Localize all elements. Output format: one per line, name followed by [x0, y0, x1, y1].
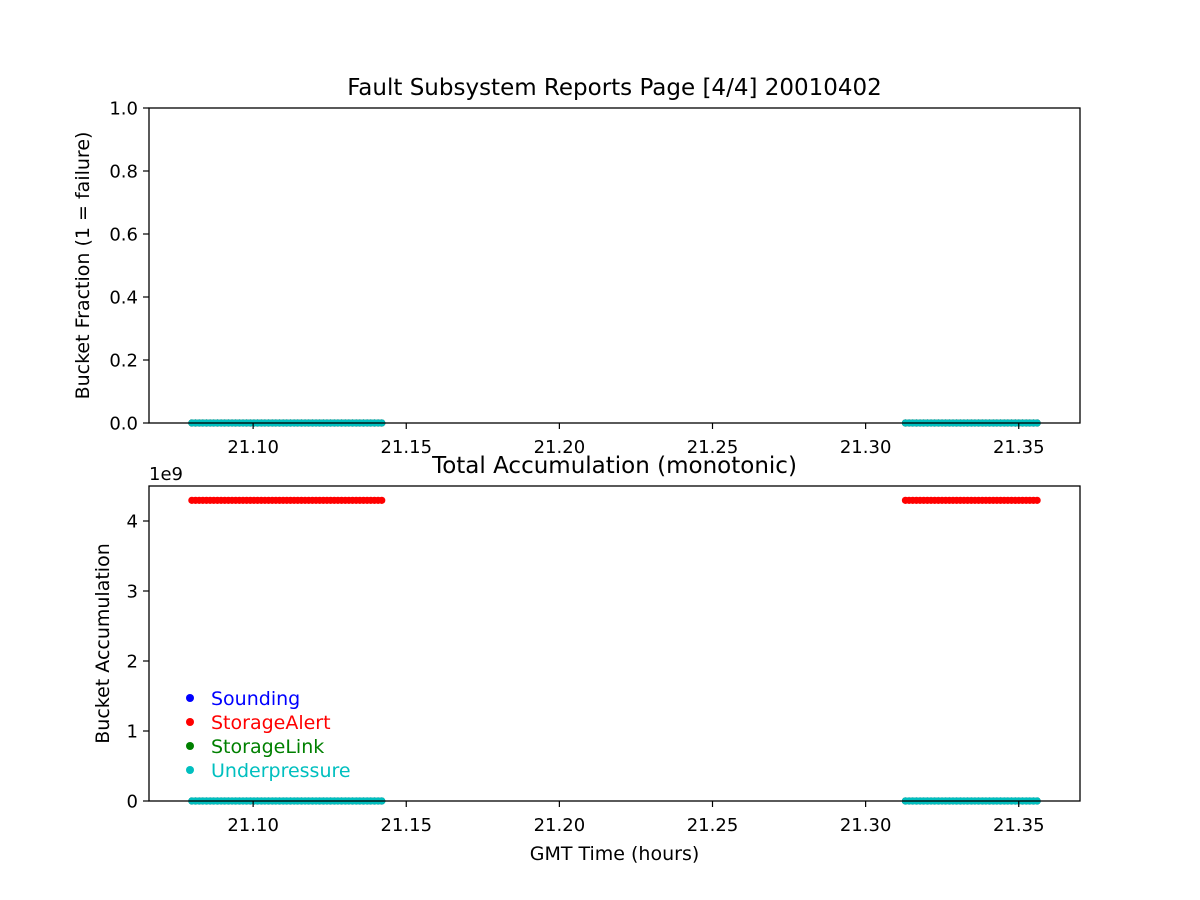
- legend-label: Sounding: [211, 688, 300, 710]
- chart-title: Fault Subsystem Reports Page [4/4] 20010…: [347, 75, 882, 101]
- y-tick-label: 3: [127, 582, 138, 603]
- point-storagealert: [1033, 496, 1041, 504]
- plot-frame: [148, 485, 1081, 802]
- y-tick-label: 0: [127, 792, 138, 813]
- y-tick-label: 0.4: [109, 288, 138, 309]
- x-tick-label: 21.25: [687, 815, 739, 836]
- x-tick-label: 21.30: [840, 437, 892, 458]
- y-tick-label: 1.0: [109, 99, 138, 120]
- x-tick-label: 21.25: [687, 437, 739, 458]
- y-tick-label: 0.0: [109, 414, 138, 435]
- y-tick-label: 2: [127, 652, 138, 673]
- x-tick-label: 21.20: [534, 815, 586, 836]
- x-tick-label: 21.30: [840, 815, 892, 836]
- legend-marker: [186, 766, 194, 774]
- x-tick-label: 21.20: [534, 437, 586, 458]
- legend-label: Underpressure: [211, 760, 351, 782]
- y-tick-label: 1: [127, 722, 138, 743]
- legend-label: StorageAlert: [211, 712, 331, 734]
- x-tick-label: 21.10: [227, 815, 279, 836]
- series-storagealert: [188, 496, 1041, 504]
- x-tick-label: 21.35: [993, 437, 1045, 458]
- y-axis-label: Bucket Fraction (1 = failure): [72, 132, 94, 400]
- y-tick-label: 4: [127, 512, 138, 533]
- legend-marker: [186, 718, 194, 726]
- chart-title: Total Accumulation (monotonic): [431, 453, 797, 479]
- y-tick-label: 0.2: [109, 351, 138, 372]
- plot-frame: [148, 107, 1081, 424]
- y-axis-label: Bucket Accumulation: [92, 543, 114, 744]
- x-tick-label: 21.10: [227, 437, 279, 458]
- y-tick-label: 0.8: [109, 162, 138, 183]
- y-tick-label: 0.6: [109, 225, 138, 246]
- panel-2: 21.10 21.15 21.20 21.25 21.30 21.35 0 1 2 3 4 Total…: [92, 453, 1081, 865]
- x-tick-label: 21.35: [993, 815, 1045, 836]
- legend-marker: [186, 742, 194, 750]
- legend-marker: [186, 694, 194, 702]
- x-tick-label: 21.15: [380, 437, 432, 458]
- y-offset-label: 1e9: [149, 464, 183, 485]
- panel-1: 21.10 21.15 21.20 21.25 21.30 21.35 0.0 0.2 0.4 0…: [72, 75, 1081, 458]
- point-storagealert: [378, 496, 386, 504]
- x-axis-label: GMT Time (hours): [530, 843, 700, 865]
- series-underpressure: [188, 797, 1041, 805]
- x-tick-label: 21.15: [380, 815, 432, 836]
- legend: SoundingStorageAlertStorageLinkUnderpres…: [186, 688, 351, 782]
- legend-label: StorageLink: [211, 736, 324, 758]
